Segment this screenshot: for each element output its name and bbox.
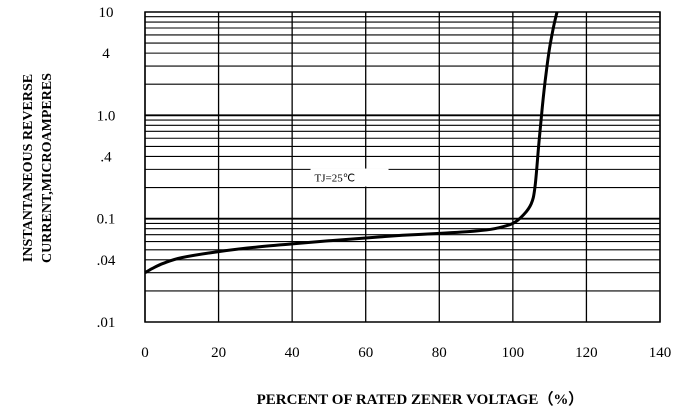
temperature-annotation: TJ=25℃ bbox=[310, 168, 389, 187]
y-tick-label: 4 bbox=[102, 46, 110, 62]
x-tick-label: 140 bbox=[649, 345, 672, 361]
y-tick-label: .04 bbox=[97, 253, 116, 269]
y-tick-label: 1.0 bbox=[97, 108, 116, 124]
y-tick-label: .4 bbox=[100, 149, 112, 165]
x-tick-label: 40 bbox=[285, 345, 300, 361]
annotation-background bbox=[310, 168, 389, 187]
x-tick-label: 80 bbox=[432, 345, 447, 361]
annotation-text: TJ=25℃ bbox=[315, 173, 356, 185]
x-tick-label: 60 bbox=[358, 345, 373, 361]
x-tick-label: 20 bbox=[211, 345, 226, 361]
plot-frame bbox=[144, 11, 661, 323]
y-tick-label: .01 bbox=[97, 315, 116, 331]
x-axis-label: PERCENT OF RATED ZENER VOLTAGE（%） bbox=[257, 390, 584, 408]
x-tick-label: 120 bbox=[575, 345, 598, 361]
tick-labels: 0 20 40 60 80 100 120 140 .01 .04 0.1 .4 1.0 4 10 bbox=[97, 5, 672, 361]
reverse-current-curve bbox=[144, 11, 559, 274]
x-tick-label: 0 bbox=[141, 345, 149, 361]
y-tick-label: 0.1 bbox=[97, 212, 116, 228]
y-axis-label-line-1: INSTANTANEOUS REVERSE bbox=[21, 74, 36, 262]
y-tick-label: 10 bbox=[99, 5, 114, 21]
grid-layer bbox=[144, 12, 661, 322]
x-tick-label: 100 bbox=[502, 345, 525, 361]
y-axis-label-line-2: CURRENT,MICROAMPERES bbox=[40, 73, 55, 263]
